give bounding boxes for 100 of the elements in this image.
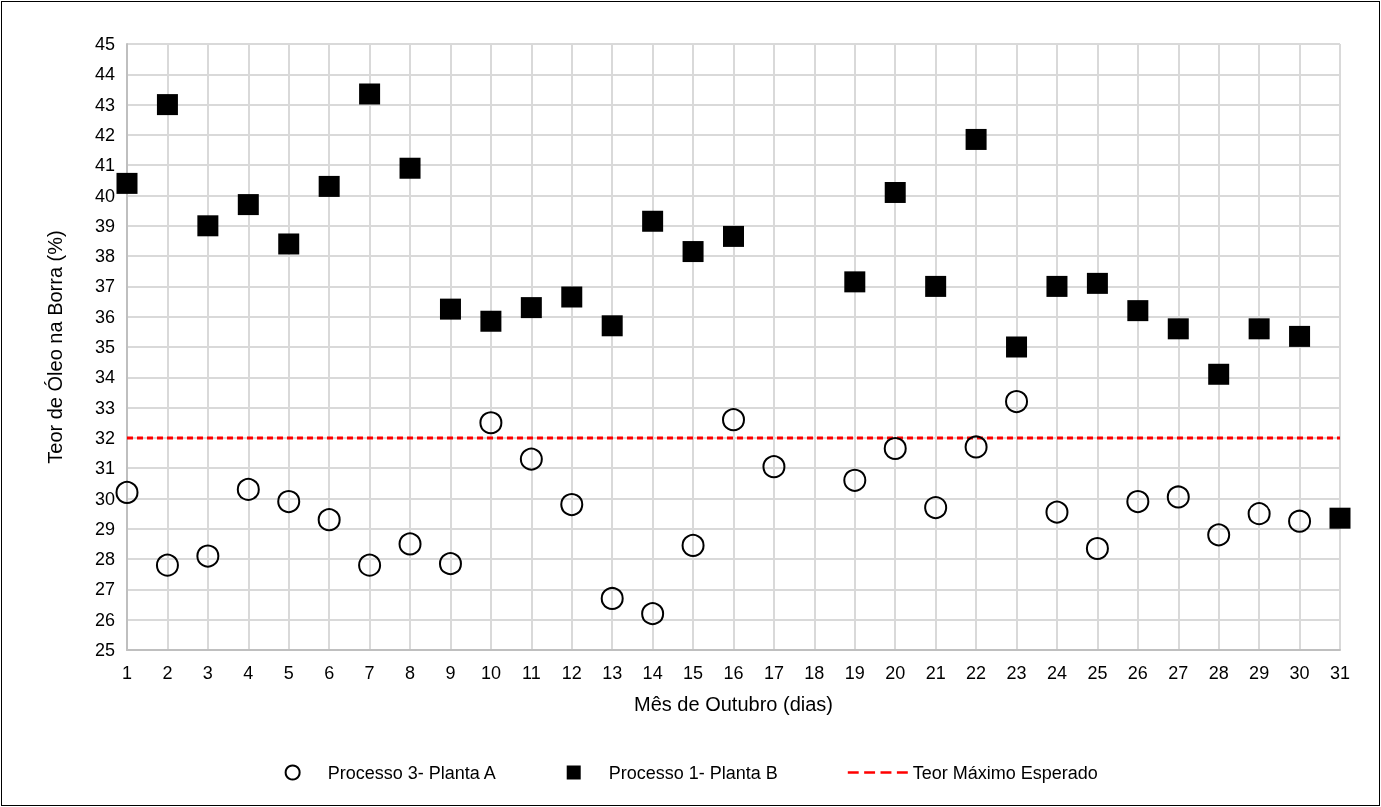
x-tick-label: 25 [1087,663,1108,683]
point [884,181,906,203]
point [359,83,381,105]
point [1208,363,1230,385]
point [642,210,664,232]
y-tick-label: 29 [94,518,115,539]
point [480,310,502,332]
point [1126,490,1150,514]
point [722,408,745,432]
point [681,533,705,557]
y-tick-label: 37 [94,276,115,297]
point [682,241,704,263]
y-tick-label: 45 [94,34,115,54]
y-tick-label: 35 [94,337,115,357]
point [1085,537,1109,560]
x-tick-label: 16 [723,663,744,683]
point [278,233,300,255]
point [156,94,178,116]
legend-label: Teor Máximo Esperado [912,762,1098,783]
point [277,490,301,514]
y-tick-label: 36 [94,306,115,327]
point [236,477,260,501]
point [1167,318,1189,340]
y-tick-label: 30 [94,488,115,509]
point [964,435,988,459]
point [1207,523,1231,547]
y-tick-label: 32 [94,427,115,448]
x-tick-label: 19 [844,663,865,683]
x-tick-label: 1 [121,663,133,683]
point [1127,300,1149,322]
y-tick-label: 33 [94,397,115,418]
point [1006,336,1028,358]
point [519,447,543,471]
point [600,586,624,610]
y-tick-label: 27 [94,579,115,600]
x-tick-label: 22 [966,663,987,683]
x-tick-label: 31 [1329,663,1351,683]
point [1247,502,1271,526]
legend-label: Processo 3- Planta A [327,762,496,783]
x-tick-label: 28 [1208,663,1229,683]
point [479,411,503,435]
point [641,602,665,626]
point [1005,390,1029,414]
point [115,480,139,504]
point [439,298,461,320]
x-axis-title: Mês de Outubro (dias) [634,693,833,715]
point [1046,275,1068,297]
y-tick-label: 34 [94,367,115,388]
point [1289,325,1311,347]
x-tick-label: 23 [1006,663,1027,683]
x-tick-label: 21 [925,663,946,683]
x-tick-label: 10 [480,663,501,683]
point [197,215,219,237]
point [723,225,744,247]
point [155,553,179,577]
point [1086,272,1108,294]
y-tick-label: 25 [94,640,115,660]
point [560,493,584,517]
point [358,553,382,577]
x-tick-label: 6 [324,663,335,683]
point [1045,500,1069,524]
y-tick-label: 26 [94,609,115,630]
point [1288,509,1312,533]
point [520,297,542,319]
point [438,552,462,576]
point [317,508,341,532]
x-tick-label: 27 [1168,663,1189,683]
x-tick-label: 18 [804,663,825,683]
y-tick-label: 42 [94,124,115,145]
y-axis-title: Teor de Óleo na Borra (%) [44,230,66,464]
y-tick-label: 31 [94,458,115,479]
x-tick-label: 5 [283,663,294,683]
point [843,468,867,492]
x-tick-label: 8 [405,663,416,683]
x-tick-label: 9 [445,663,456,683]
point [965,128,987,150]
x-tick-label: 29 [1249,663,1270,683]
y-tick-label: 41 [94,155,115,176]
point [925,275,947,297]
x-tick-label: 30 [1289,663,1310,683]
point [561,286,583,308]
point [318,175,340,197]
x-tick-label: 20 [885,663,906,683]
point [237,194,259,216]
y-tick-label: 40 [94,185,115,206]
x-tick-label: 26 [1127,663,1148,683]
point [1329,507,1351,529]
point [399,157,421,179]
y-tick-label: 38 [94,246,115,267]
y-tick-label: 39 [94,215,115,236]
point [398,532,422,556]
x-tick-label: 7 [364,663,375,683]
point [1248,318,1270,340]
x-tick-label: 13 [602,663,623,683]
point [883,437,907,460]
x-tick-label: 14 [642,663,663,683]
x-tick-label: 4 [243,663,254,683]
x-tick-label: 12 [561,663,582,683]
point [924,496,948,520]
point [116,172,138,194]
